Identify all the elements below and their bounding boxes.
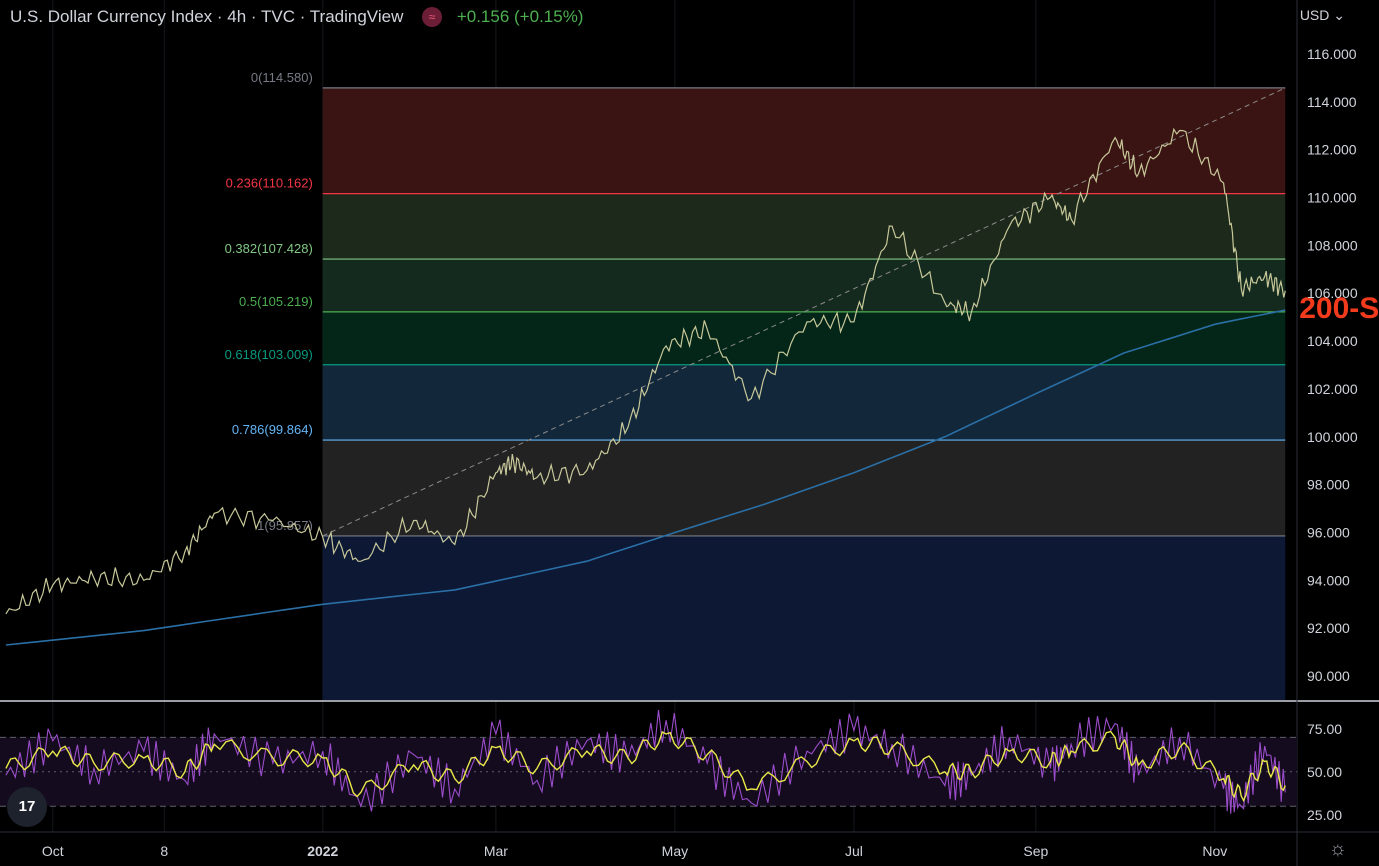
fib-level-label: 0.786(99.864) bbox=[232, 422, 313, 437]
fib-level-label: 1(95.857) bbox=[257, 518, 313, 533]
y-tick-label: 94.000 bbox=[1307, 572, 1350, 588]
fib-level-label: 0.382(107.428) bbox=[225, 241, 313, 256]
x-tick-label: 2022 bbox=[307, 843, 338, 859]
y-tick-label: 90.000 bbox=[1307, 668, 1350, 684]
fib-level-label: 0.5(105.219) bbox=[239, 294, 313, 309]
price-change: +0.156 (+0.15%) bbox=[456, 7, 584, 26]
chart-header: U.S. Dollar Currency Index · 4h · TVC · … bbox=[10, 7, 583, 27]
tradingview-logo-icon[interactable]: 17 bbox=[7, 787, 47, 827]
fib-zone bbox=[322, 259, 1286, 312]
fib-zone bbox=[322, 535, 1286, 700]
x-tick-label: 8 bbox=[160, 843, 168, 859]
y-tick-label: 96.000 bbox=[1307, 525, 1350, 541]
settings-gear-icon[interactable]: ☼ bbox=[1328, 838, 1347, 860]
osc-y-tick-label: 75.00 bbox=[1307, 721, 1342, 737]
fib-level-label: 0.618(103.009) bbox=[225, 347, 313, 362]
chevron-down-icon: ⌄ bbox=[1333, 7, 1345, 23]
price-series-line bbox=[5, 127, 1286, 615]
osc-y-tick-label: 25.00 bbox=[1307, 807, 1342, 823]
y-tick-label: 104.000 bbox=[1307, 333, 1358, 349]
x-tick-label: Oct bbox=[42, 843, 64, 859]
fib-level-label: 0(114.580) bbox=[251, 70, 313, 85]
currency-selector[interactable]: USD ⌄ bbox=[1300, 7, 1345, 24]
y-tick-label: 116.000 bbox=[1307, 46, 1357, 62]
y-tick-label: 110.000 bbox=[1307, 190, 1357, 206]
y-tick-label: 98.000 bbox=[1307, 477, 1350, 493]
x-tick-label: Nov bbox=[1202, 843, 1227, 859]
x-tick-label: Sep bbox=[1023, 843, 1048, 859]
fib-zone bbox=[322, 440, 1286, 536]
sma-annotation: 200-SMA bbox=[1299, 292, 1379, 325]
y-tick-label: 108.000 bbox=[1307, 237, 1358, 253]
fib-trend-line bbox=[322, 87, 1286, 537]
fib-zone bbox=[322, 311, 1286, 365]
y-tick-label: 106.000 bbox=[1307, 285, 1358, 301]
fib-level-label: 0.236(110.162) bbox=[226, 176, 313, 191]
y-tick-label: 100.000 bbox=[1307, 429, 1358, 445]
sma-200-line bbox=[5, 309, 1286, 646]
y-tick-label: 112.000 bbox=[1307, 142, 1357, 158]
x-tick-label: Mar bbox=[484, 843, 508, 859]
fib-zone bbox=[322, 364, 1286, 441]
y-tick-label: 102.000 bbox=[1307, 381, 1358, 397]
oscillator-signal-line bbox=[5, 730, 1286, 803]
y-tick-label: 114.000 bbox=[1307, 94, 1357, 110]
currency-label: USD bbox=[1299, 7, 1330, 23]
fib-zone bbox=[322, 193, 1286, 260]
symbol-title: U.S. Dollar Currency Index · 4h · TVC · … bbox=[10, 7, 404, 26]
y-tick-label: 92.000 bbox=[1307, 620, 1350, 636]
fib-zone bbox=[322, 87, 1286, 194]
x-tick-label: Jul bbox=[845, 843, 863, 859]
logo-text: 17 bbox=[18, 798, 36, 815]
indicator-badge-icon[interactable]: ≈ bbox=[422, 7, 443, 27]
osc-y-tick-label: 50.00 bbox=[1307, 764, 1342, 780]
x-tick-label: May bbox=[662, 843, 688, 859]
oscillator-line bbox=[5, 710, 1286, 814]
